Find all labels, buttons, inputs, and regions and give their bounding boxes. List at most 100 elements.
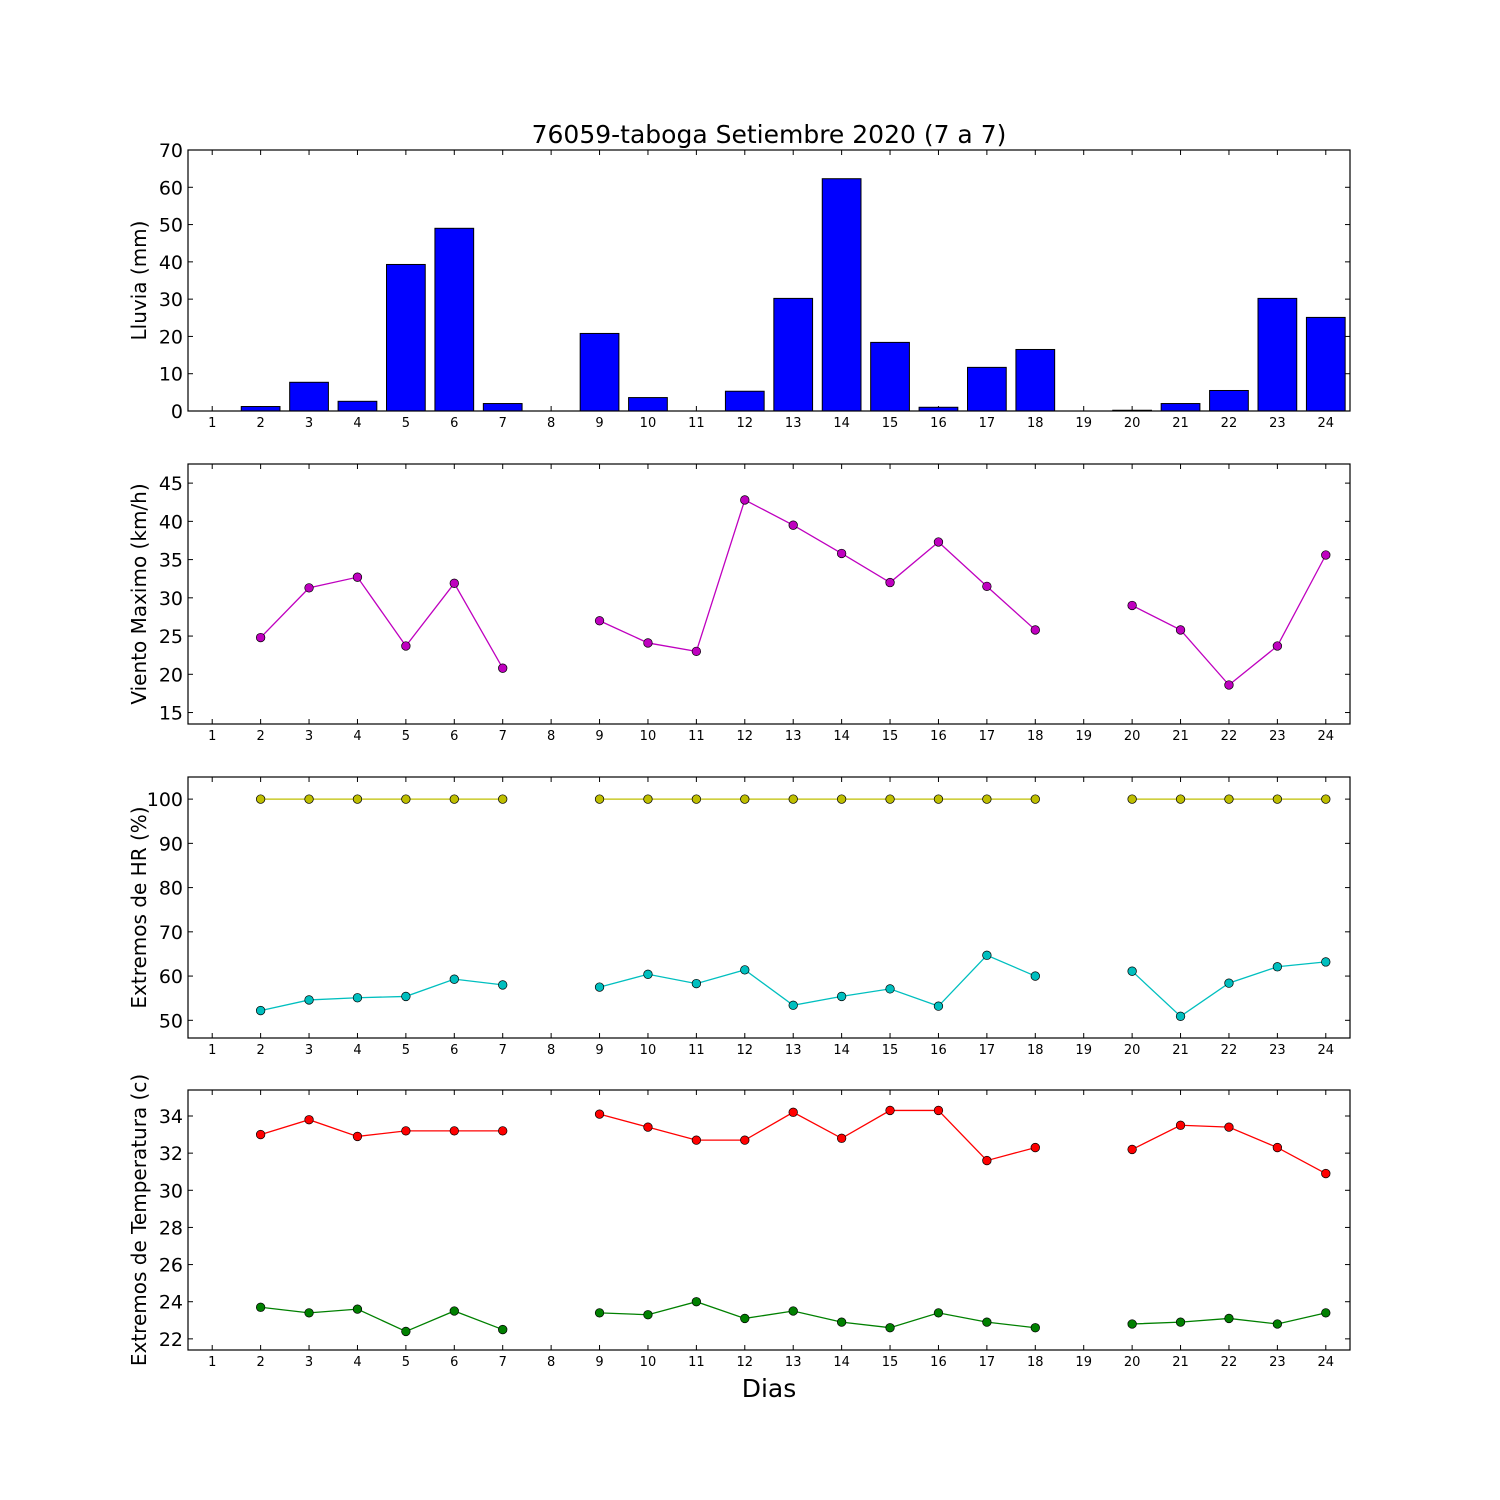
temperature-xtick-label: 23 — [1269, 1355, 1286, 1370]
humidity-series-2-point — [255, 1005, 266, 1016]
wind-xtick-label: 8 — [547, 729, 555, 744]
wind-plot-frame — [187, 463, 1351, 725]
humidity-xtick-label: 11 — [688, 1043, 705, 1058]
humidity-series-2-point — [933, 1001, 944, 1011]
humidity-xtick-label: 22 — [1221, 1043, 1238, 1058]
wind-xtick-label: 5 — [402, 729, 410, 744]
humidity-series-1-point — [691, 794, 702, 804]
humidity-series-2-point — [740, 965, 750, 975]
wind-xtick-label: 21 — [1172, 729, 1189, 744]
humidity-series-2-point — [643, 969, 653, 979]
humidity-series-1-point — [1321, 794, 1331, 804]
wind-series-1-line — [599, 499, 1036, 653]
rain-xtick-label: 18 — [1027, 416, 1044, 431]
humidity-xtick-label: 10 — [640, 1043, 657, 1058]
wind-series-1-point — [304, 583, 314, 593]
wind-ytick-label: 15 — [159, 703, 183, 725]
temperature-series-1-point — [740, 1135, 750, 1145]
wind-xtick-label: 17 — [979, 729, 996, 744]
humidity-xtick-label: 21 — [1172, 1043, 1189, 1058]
wind-xtick-label: 16 — [930, 729, 947, 744]
temperature-xtick-label: 21 — [1172, 1355, 1189, 1370]
temperature-series-2-point — [836, 1317, 847, 1327]
temperature-ytick-label: 24 — [159, 1292, 183, 1314]
rain-xtick-label: 8 — [547, 416, 555, 431]
humidity-series-2-point — [691, 978, 702, 989]
humidity-series-1-point — [1272, 794, 1283, 804]
wind-series-1-point — [1272, 641, 1283, 651]
wind-series-1-point — [643, 638, 653, 648]
humidity-ytick-label: 60 — [159, 966, 183, 988]
wind-xtick-label: 12 — [737, 729, 754, 744]
wind-series-1-point — [885, 577, 895, 588]
humidity-series-2-point — [1321, 957, 1331, 967]
humidity-series-1-point — [1030, 794, 1040, 804]
wind-xtick-label: 9 — [595, 729, 603, 744]
wind-xtick-label: 14 — [833, 729, 850, 744]
humidity-xtick-label: 17 — [979, 1043, 996, 1058]
wind-series-1-point — [1224, 680, 1234, 690]
temperature-xtick-label: 4 — [353, 1355, 361, 1370]
wind-series-1-point — [1127, 600, 1137, 611]
rain-ytick-label: 70 — [159, 140, 183, 162]
humidity-xtick-label: 18 — [1027, 1043, 1044, 1058]
rain-bar — [386, 263, 426, 412]
rain-bar — [724, 390, 765, 412]
rain-ytick-label: 60 — [159, 177, 183, 199]
temperature-ytick-label: 26 — [159, 1255, 183, 1277]
temperature-xtick-label: 10 — [640, 1355, 657, 1370]
wind-xtick-label: 2 — [256, 729, 264, 744]
rain-xtick-label: 22 — [1221, 416, 1238, 431]
humidity-series-2-point — [498, 980, 508, 990]
humidity-series-2-line — [599, 954, 1036, 1007]
humidity-xtick-label: 15 — [882, 1043, 899, 1058]
humidity-series-1-point — [1127, 794, 1137, 804]
wind-series-1-point — [594, 616, 605, 626]
temperature-xtick-label: 19 — [1075, 1355, 1092, 1370]
humidity-series-1-point — [255, 794, 266, 804]
temperature-ytick-label: 28 — [159, 1217, 183, 1239]
wind-xtick-label: 15 — [882, 729, 899, 744]
humidity-plot-frame — [187, 776, 1351, 1039]
rain-xtick-label: 24 — [1318, 416, 1335, 431]
temperature-xtick-label: 13 — [785, 1355, 802, 1370]
humidity-xtick-label: 16 — [930, 1043, 947, 1058]
humidity-series-1-point — [401, 794, 411, 804]
rain-bar — [1015, 348, 1056, 412]
rain-xtick-label: 9 — [595, 416, 603, 431]
rain-ytick-label: 40 — [159, 252, 183, 274]
temperature-series-1-point — [255, 1129, 266, 1140]
temperature-series-2-point — [691, 1297, 702, 1307]
temperature-xtick-label: 1 — [208, 1355, 216, 1370]
temperature-series-2-point — [255, 1302, 266, 1312]
temperature-series-1-point — [643, 1122, 653, 1132]
rain-xtick-label: 19 — [1075, 416, 1092, 431]
temperature-xtick-label: 9 — [595, 1355, 603, 1370]
wind-series-1-point — [1030, 625, 1040, 635]
rain-xtick-label: 14 — [833, 416, 850, 431]
wind-xtick-label: 4 — [353, 729, 361, 744]
humidity-ytick-label: 90 — [159, 833, 183, 855]
temperature-series-2-point — [1030, 1323, 1040, 1333]
rain-ytick-label: 50 — [159, 215, 183, 237]
temperature-ytick-label: 32 — [159, 1143, 183, 1165]
temperature-series-2-point — [1224, 1313, 1234, 1324]
temperature-xtick-label: 24 — [1318, 1355, 1335, 1370]
temperature-series-1-point — [788, 1107, 798, 1117]
wind-xtick-label: 10 — [640, 729, 657, 744]
temperature-series-2-point — [352, 1304, 363, 1314]
x-axis-label: Dias — [742, 1374, 797, 1403]
rain-bar — [967, 366, 1007, 412]
humidity-series-1-point — [1224, 794, 1234, 804]
humidity-xtick-label: 12 — [737, 1043, 754, 1058]
temperature-xtick-label: 5 — [402, 1355, 410, 1370]
temperature-series-2-point — [401, 1326, 411, 1337]
rain-xtick-label: 3 — [305, 416, 313, 431]
temperature-series-1-point — [1321, 1168, 1331, 1179]
humidity-xtick-label: 1 — [208, 1043, 216, 1058]
humidity-series-2-point — [982, 950, 992, 960]
rain-ytick-label: 10 — [159, 364, 183, 386]
temperature-xtick-label: 17 — [979, 1355, 996, 1370]
wind-series-1-line — [260, 576, 504, 669]
